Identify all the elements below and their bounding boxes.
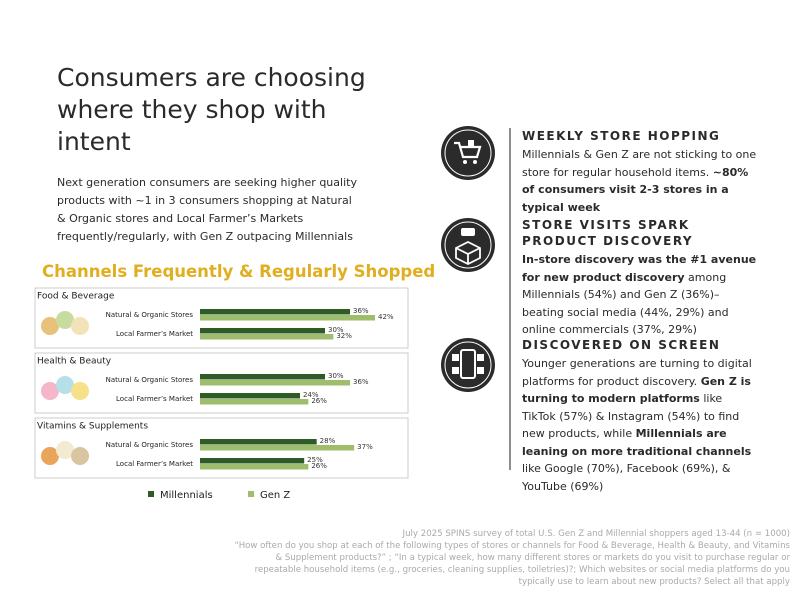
section-body: Millennials & Gen Z are not sticking to … — [522, 146, 757, 216]
body-text: like TikTok (57%) & Instagram (54%) to f… — [522, 392, 740, 440]
category-label: Natural & Organic Stores — [106, 441, 194, 449]
value-label: 25% — [307, 456, 323, 464]
value-label: 28% — [320, 437, 336, 445]
legend-swatch — [248, 491, 254, 497]
intro-text: Next generation consumers are seeking hi… — [57, 176, 357, 243]
value-label: 37% — [357, 443, 373, 451]
value-label: 24% — [303, 391, 319, 399]
product-image — [71, 317, 89, 335]
value-label: 30% — [328, 372, 344, 380]
footnote-line: July 2025 SPINS survey of total U.S. Gen… — [402, 529, 790, 539]
bar — [200, 334, 334, 340]
chart: Food & Beverage Natural & Organic Stores 3… — [34, 287, 409, 501]
category-label: Local Farmer’s Market — [116, 460, 193, 468]
section: STORE VISITS SPARK PRODUCT DISCOVERY In-… — [522, 217, 757, 339]
body-text: Younger generations are turning to digit… — [522, 357, 752, 388]
product-image — [41, 317, 59, 335]
body-text: like Google (70%), Facebook (69%), & You… — [522, 462, 731, 493]
body-text: In-store discovery was the #1 avenue for… — [522, 253, 757, 284]
panel-title: Vitamins & Supplements — [37, 422, 148, 432]
body-text: Gen Z is turning to modern platforms — [522, 374, 751, 406]
section-heading: WEEKLY STORE HOPPING — [522, 129, 721, 143]
product-image — [71, 447, 89, 465]
body-text: among Millennials (54%) and Gen Z (36%)–… — [522, 270, 729, 337]
bar — [200, 393, 300, 399]
category-label: Natural & Organic Stores — [106, 376, 194, 384]
product-image — [56, 311, 74, 329]
bar — [200, 445, 355, 451]
bar — [200, 380, 350, 386]
footnote: July 2025 SPINS survey of total U.S. Gen… — [230, 528, 791, 588]
icon-column — [441, 126, 511, 470]
product-image — [41, 447, 59, 465]
section: DISCOVERED ON SCREEN Younger generations… — [522, 337, 757, 495]
box-icon — [441, 218, 495, 272]
footnote-line: “How often do you shop at each of the fo… — [234, 541, 791, 587]
panel-title: Health & Beauty — [37, 357, 112, 367]
value-label: 26% — [311, 397, 327, 405]
bar — [200, 328, 325, 334]
product-image — [41, 382, 59, 400]
category-label: Local Farmer’s Market — [116, 395, 193, 403]
panel-title: Food & Beverage — [37, 292, 115, 302]
body-text: Millennials are leaning on more traditio… — [522, 427, 752, 458]
phone-icon — [441, 338, 495, 392]
value-label: 30% — [328, 326, 344, 334]
section-body: Younger generations are turning to digit… — [522, 355, 757, 495]
section-body: In-store discovery was the #1 avenue for… — [522, 251, 757, 339]
body-text: Millennials & Gen Z are not sticking to … — [522, 148, 757, 179]
bar — [200, 458, 305, 464]
product-image — [56, 441, 74, 459]
value-label: 42% — [378, 313, 394, 321]
bar — [200, 309, 350, 315]
category-label: Local Farmer’s Market — [116, 330, 193, 338]
bar — [200, 399, 309, 405]
value-label: 36% — [353, 307, 369, 315]
value-label: 36% — [353, 378, 369, 386]
legend-label: Millennials — [160, 490, 213, 501]
body-text: ~80% of consumers visit 2-3 stores in a … — [522, 165, 749, 214]
section-heading: STORE VISITS SPARK PRODUCT DISCOVERY — [522, 218, 694, 248]
bar — [200, 374, 325, 380]
section: WEEKLY STORE HOPPING Millennials & Gen Z… — [522, 128, 757, 216]
bar — [200, 315, 375, 321]
cart-icon — [441, 126, 495, 180]
product-image — [71, 382, 89, 400]
chart-heading: Channels Frequently & Regularly Shopped — [42, 262, 436, 281]
category-label: Natural & Organic Stores — [106, 311, 194, 319]
value-label: 32% — [336, 332, 352, 340]
bar — [200, 439, 317, 445]
product-image — [56, 376, 74, 394]
section-heading: DISCOVERED ON SCREEN — [522, 338, 721, 352]
legend-swatch — [148, 491, 154, 497]
value-label: 26% — [311, 462, 327, 470]
bar — [200, 464, 309, 470]
legend-label: Gen Z — [260, 490, 290, 501]
slide-title: Consumers are choosing where they shop w… — [57, 63, 366, 156]
